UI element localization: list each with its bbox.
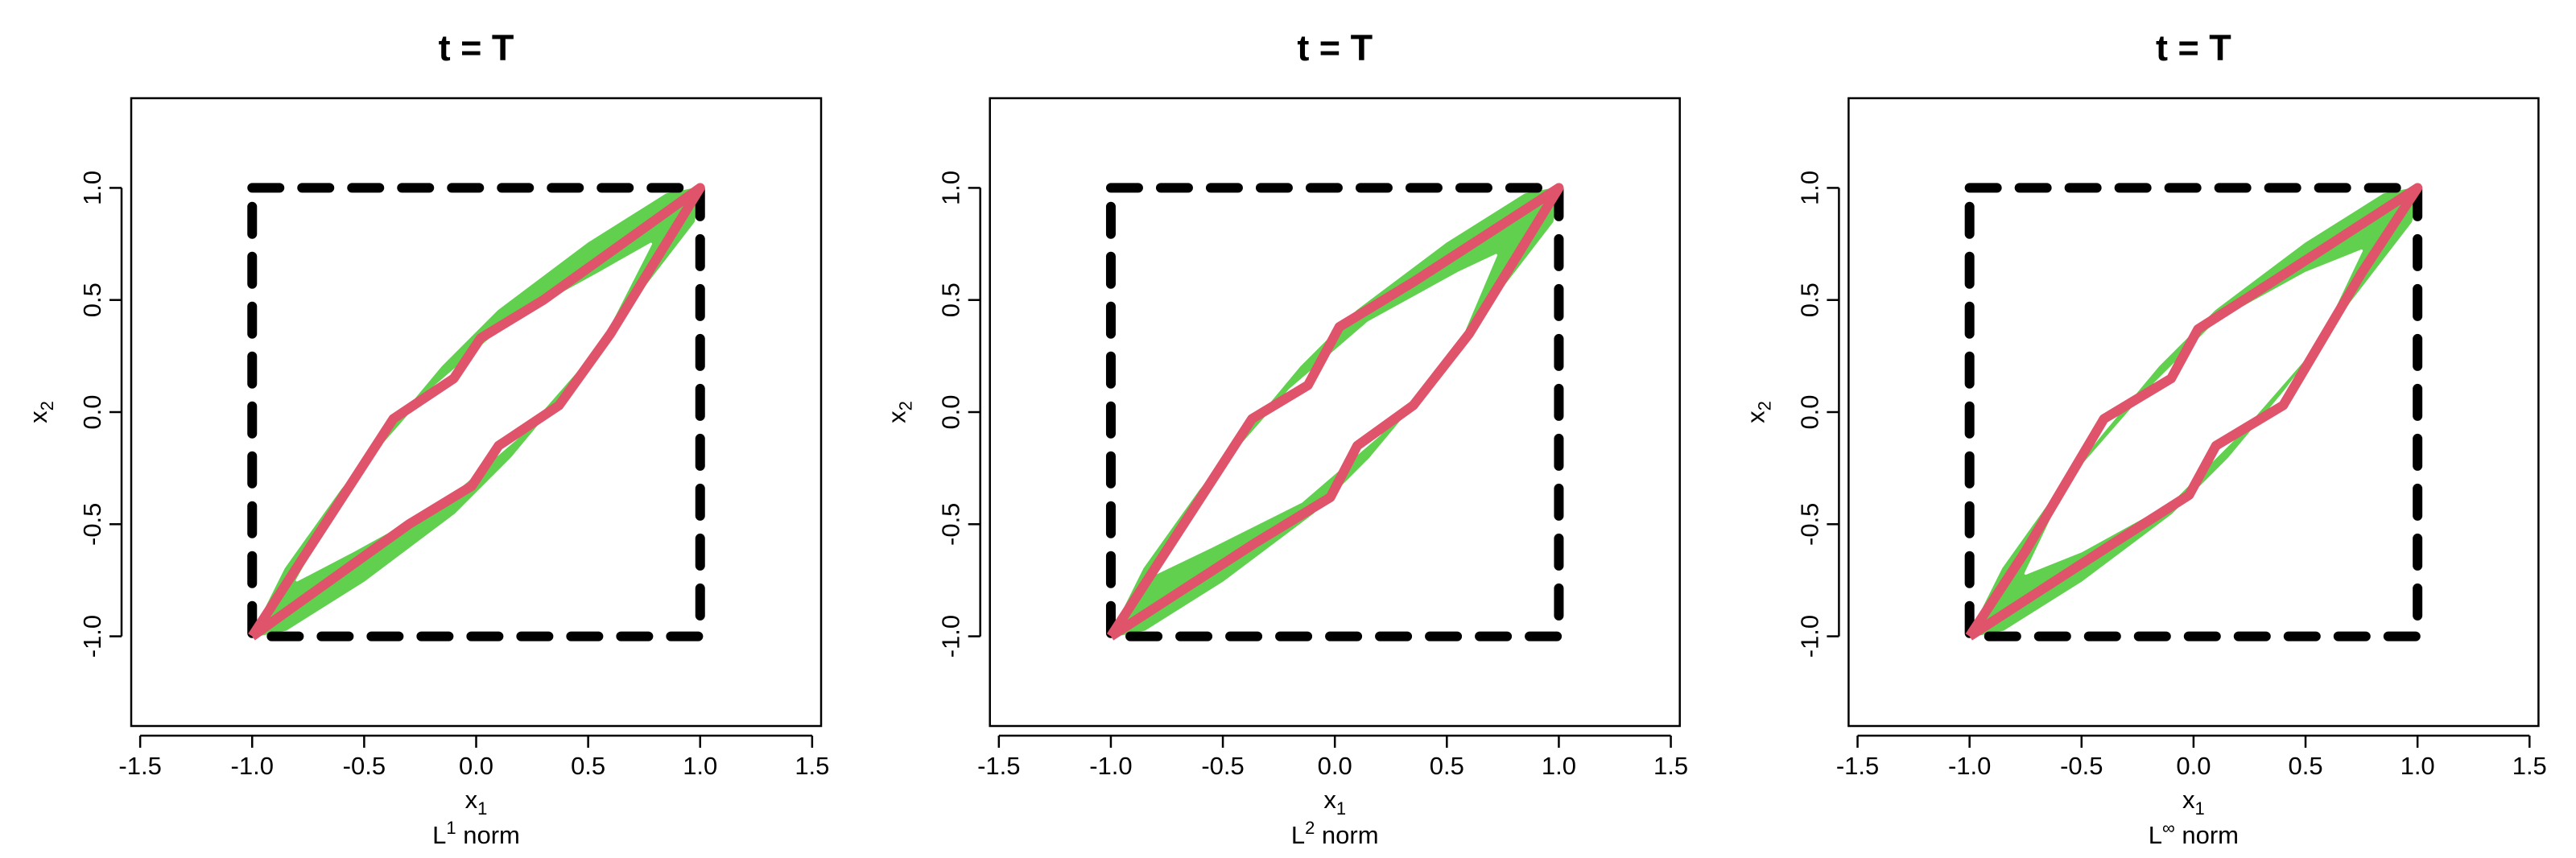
x-tick-label: 0.0 (1318, 752, 1352, 780)
caption-sup: ∞ (2162, 818, 2175, 838)
caption-sup: 2 (1305, 818, 1315, 838)
plot-frame (130, 97, 823, 728)
y-tick-label: -0.5 (78, 503, 106, 546)
x-tick-label: -1.5 (118, 752, 161, 780)
area (295, 242, 653, 582)
y-axis-label-main: x (883, 410, 911, 423)
caption-main: L (2149, 821, 2162, 849)
caption-rest: norm (2175, 821, 2239, 849)
x-axis-label-main: x (1323, 786, 1336, 814)
line (1106, 183, 1564, 641)
x-axis-label-sub: 1 (1336, 798, 1346, 819)
line (248, 183, 705, 641)
x-tick-label: 0.0 (459, 752, 493, 780)
x-tick-label: 0.5 (1430, 752, 1464, 780)
x-tick-label: 1.5 (1653, 752, 1688, 780)
plot-frame (1847, 97, 2540, 728)
y-axis-label: x2 (1741, 401, 1774, 423)
y-axis-label-sub: 2 (37, 401, 57, 410)
y-tick-label: 0.5 (1795, 283, 1823, 317)
x-tick-label: 1.0 (2401, 752, 2435, 780)
area (1154, 254, 1498, 575)
caption-main: L (1291, 821, 1305, 849)
x-tick-label: -0.5 (1201, 752, 1244, 780)
y-tick-label: -1.0 (1795, 615, 1823, 658)
panel: t = T -1.5 -1.0 -0.5 0.0 0.5 1.0 1.5 -1.0 -0.5 0.0… (24, 27, 829, 849)
area (2024, 249, 2363, 575)
x-axis-label-main: x (2182, 786, 2195, 814)
x-tick-label: 1.5 (795, 752, 829, 780)
x-axis-label: x1 (1323, 786, 1346, 819)
chart-title: t = T (1297, 27, 1373, 68)
x-tick-label: 1.0 (683, 752, 717, 780)
line (1105, 183, 1564, 641)
y-axis-label-sub: 2 (896, 401, 916, 410)
plot-frame (989, 97, 1681, 728)
x-tick-label: -1.0 (1089, 752, 1132, 780)
y-axis-label: x2 (24, 401, 57, 423)
chart-title: t = T (2156, 27, 2231, 68)
x-tick-label: 1.5 (2512, 752, 2547, 780)
x-tick-label: -1.0 (231, 752, 274, 780)
y-tick-label: 0.0 (937, 394, 965, 429)
y-tick-label: -1.0 (78, 615, 106, 658)
y-axis-label: x2 (883, 401, 916, 423)
caption: L2 norm (1291, 818, 1379, 849)
x-axis-label-sub: 1 (477, 798, 487, 819)
line (1964, 183, 2423, 641)
caption: L1 norm (432, 818, 520, 849)
y-tick-label: 0.0 (78, 394, 106, 429)
y-tick-label: -0.5 (1795, 503, 1823, 546)
x-tick-label: -1.0 (1948, 752, 1991, 780)
caption-rest: norm (1315, 821, 1378, 849)
x-tick-label: -0.5 (343, 752, 386, 780)
y-tick-label: 1.0 (1795, 171, 1823, 205)
x-axis-label-sub: 1 (2195, 798, 2205, 819)
caption-rest: norm (456, 821, 520, 849)
chart-title: t = T (439, 27, 514, 68)
y-axis-label-main: x (24, 410, 52, 423)
x-tick-label: 0.5 (571, 752, 605, 780)
x-tick-label: 0.0 (2176, 752, 2211, 780)
x-tick-label: 1.0 (1542, 752, 1576, 780)
y-axis-label-main: x (1741, 410, 1769, 423)
x-tick-label: -1.5 (1836, 752, 1879, 780)
y-tick-label: 0.0 (1795, 394, 1823, 429)
y-tick-label: 1.0 (78, 171, 106, 205)
y-tick-label: 1.0 (937, 171, 965, 205)
caption-main: L (432, 821, 446, 849)
x-tick-label: -0.5 (2060, 752, 2103, 780)
y-tick-label: -1.0 (937, 615, 965, 658)
caption-sup: 1 (446, 818, 456, 838)
y-tick-label: -0.5 (937, 503, 965, 546)
panel: t = T -1.5 -1.0 -0.5 0.0 0.5 1.0 1.5 -1.0 -0.5 0.0… (883, 27, 1688, 849)
y-tick-label: 0.5 (78, 283, 106, 317)
x-axis-label: x1 (2182, 786, 2205, 819)
x-axis-label-main: x (465, 786, 478, 814)
caption: L∞ norm (2149, 818, 2239, 849)
y-axis-label-sub: 2 (1754, 401, 1774, 410)
panel: t = T -1.5 -1.0 -0.5 0.0 0.5 1.0 1.5 -1.0 -0.5 0.0… (1741, 27, 2546, 849)
x-tick-label: 0.5 (2288, 752, 2322, 780)
x-axis-label: x1 (465, 786, 488, 819)
x-tick-label: -1.5 (977, 752, 1020, 780)
y-tick-label: 0.5 (937, 283, 965, 317)
line (247, 183, 705, 641)
line (1965, 183, 2423, 641)
